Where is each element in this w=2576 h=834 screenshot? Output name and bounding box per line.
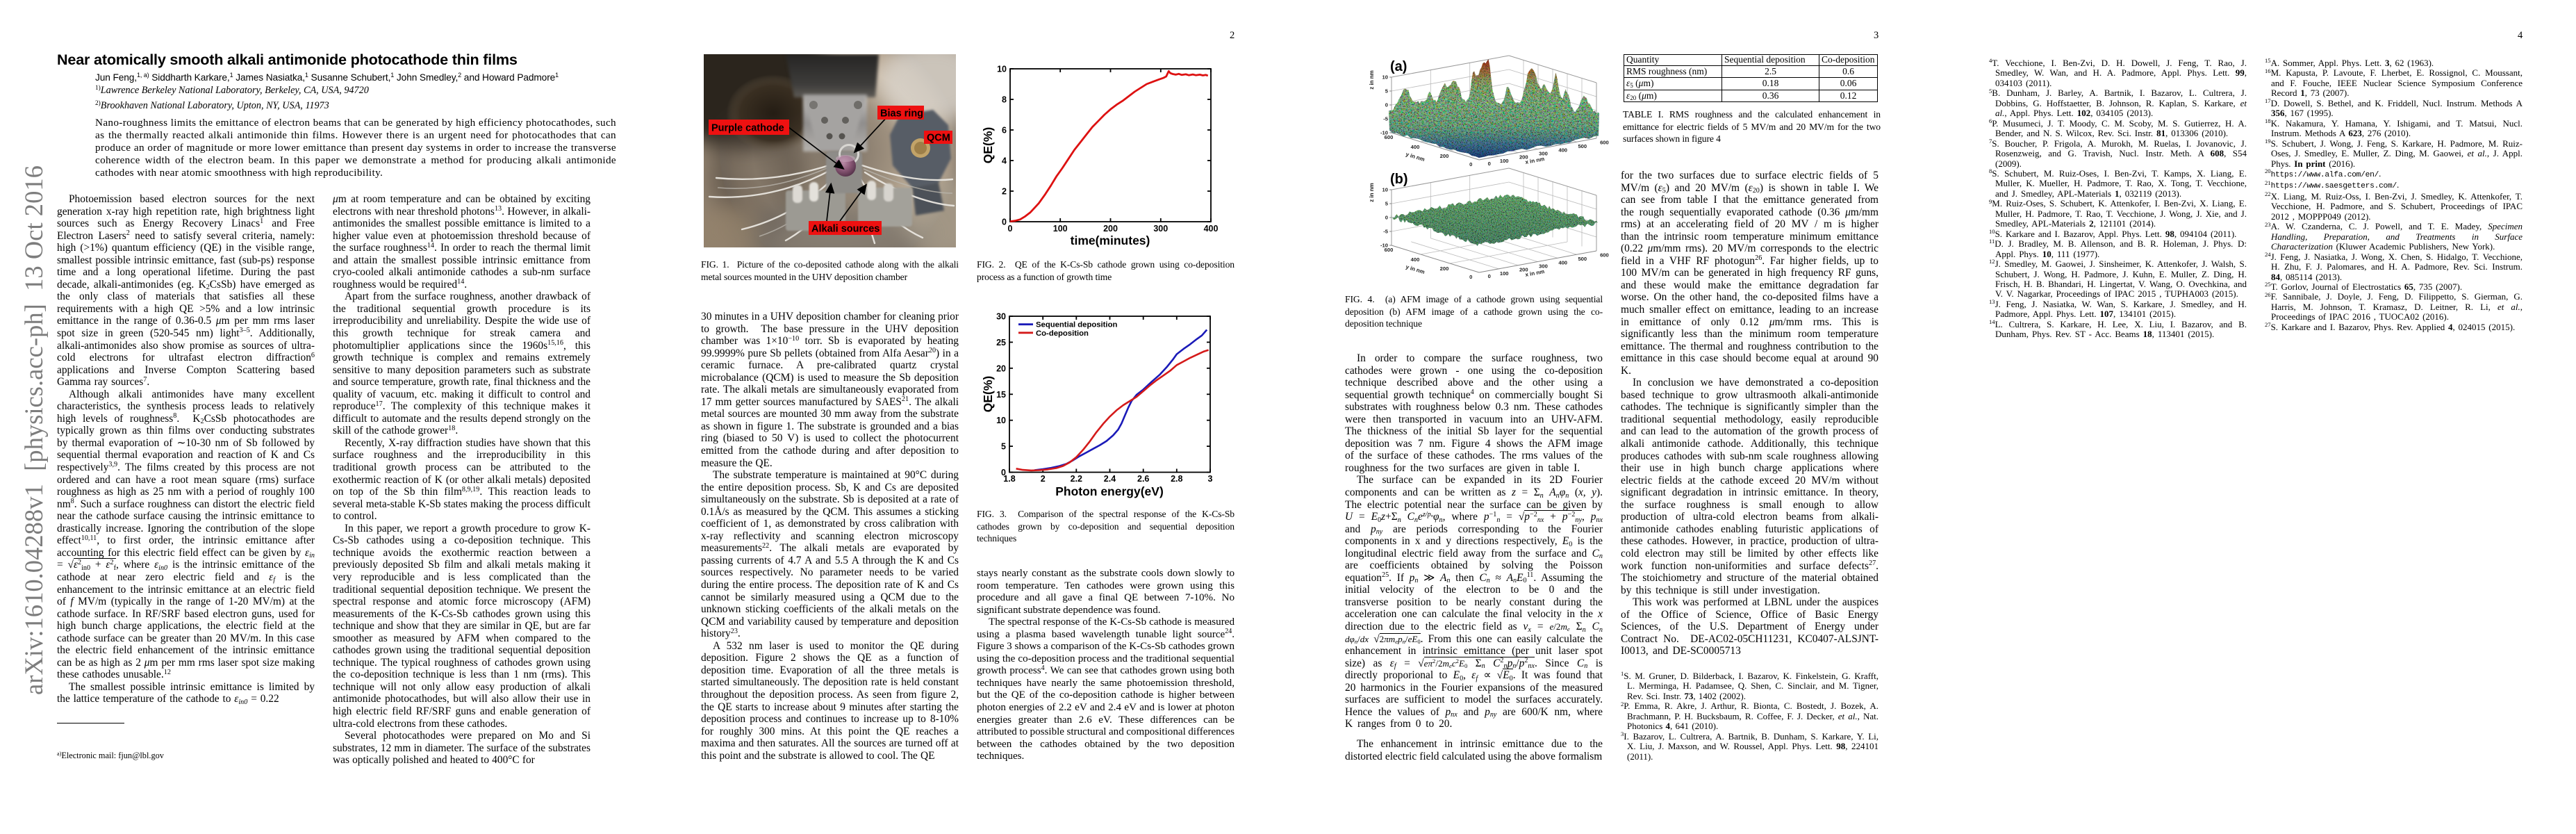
- svg-text:30: 30: [996, 312, 1006, 322]
- svg-text:0: 0: [1002, 218, 1007, 227]
- svg-text:-5: -5: [1383, 229, 1389, 235]
- svg-text:600: 600: [1600, 252, 1609, 258]
- svg-text:10: 10: [1382, 187, 1388, 193]
- svg-text:2: 2: [1041, 474, 1046, 484]
- svg-text:100: 100: [1053, 224, 1068, 234]
- svg-text:400: 400: [1558, 259, 1567, 265]
- svg-text:300: 300: [1539, 151, 1548, 157]
- svg-text:Photon energy(eV): Photon energy(eV): [1055, 484, 1164, 498]
- svg-text:0: 0: [1008, 224, 1013, 234]
- svg-text:500: 500: [1578, 143, 1587, 149]
- svg-text:0: 0: [1001, 468, 1006, 477]
- svg-text:5: 5: [1385, 201, 1389, 207]
- svg-text:8: 8: [1002, 95, 1007, 105]
- svg-text:Alkali sources: Alkali sources: [811, 224, 880, 235]
- svg-text:0: 0: [1488, 161, 1491, 167]
- svg-text:0: 0: [1488, 273, 1491, 279]
- svg-text:25: 25: [996, 338, 1006, 348]
- svg-text:400: 400: [1411, 144, 1420, 150]
- svg-text:400: 400: [1411, 256, 1420, 263]
- svg-text:-10: -10: [1380, 130, 1388, 136]
- svg-text:z in nm: z in nm: [1369, 183, 1375, 202]
- svg-text:600: 600: [1385, 247, 1394, 253]
- svg-text:200: 200: [1440, 265, 1449, 272]
- svg-text:y in nm: y in nm: [1405, 263, 1425, 275]
- svg-text:(a): (a): [1390, 59, 1407, 74]
- svg-text:20: 20: [996, 363, 1006, 373]
- svg-text:(b): (b): [1390, 172, 1408, 187]
- svg-text:-10: -10: [1380, 243, 1388, 249]
- svg-text:y in nm: y in nm: [1405, 151, 1425, 163]
- svg-text:1.8: 1.8: [1003, 474, 1015, 484]
- svg-text:400: 400: [1204, 224, 1219, 234]
- svg-text:6: 6: [1002, 126, 1007, 136]
- svg-text:time(minutes): time(minutes): [1071, 234, 1150, 247]
- svg-text:200: 200: [1519, 267, 1528, 273]
- svg-text:100: 100: [1500, 270, 1509, 277]
- svg-text:15: 15: [996, 390, 1006, 400]
- svg-text:5: 5: [1001, 442, 1006, 452]
- svg-text:QE(%): QE(%): [981, 127, 995, 164]
- svg-text:10: 10: [996, 416, 1006, 425]
- svg-text:-5: -5: [1383, 116, 1389, 122]
- svg-text:2.8: 2.8: [1171, 474, 1182, 484]
- svg-text:QE(%): QE(%): [981, 376, 995, 413]
- svg-text:0: 0: [1385, 102, 1388, 108]
- svg-text:200: 200: [1103, 224, 1118, 234]
- svg-text:Bias ring: Bias ring: [880, 108, 923, 120]
- svg-text:10: 10: [997, 65, 1007, 74]
- svg-text:3: 3: [1208, 474, 1213, 484]
- svg-text:2: 2: [1002, 187, 1007, 197]
- svg-text:600: 600: [1600, 139, 1609, 145]
- svg-text:100: 100: [1500, 158, 1509, 164]
- svg-text:400: 400: [1558, 147, 1567, 153]
- svg-text:0: 0: [1385, 215, 1388, 221]
- svg-text:500: 500: [1578, 256, 1587, 262]
- svg-text:200: 200: [1519, 154, 1528, 161]
- svg-text:10: 10: [1382, 74, 1388, 81]
- svg-text:Sequential deposition: Sequential deposition: [1036, 321, 1117, 329]
- svg-text:2.2: 2.2: [1071, 474, 1082, 484]
- svg-text:QCM: QCM: [927, 133, 950, 144]
- svg-text:0: 0: [1469, 161, 1472, 167]
- svg-text:z in nm: z in nm: [1369, 70, 1375, 90]
- svg-text:2.6: 2.6: [1137, 474, 1149, 484]
- svg-text:200: 200: [1440, 153, 1449, 159]
- svg-text:4: 4: [1002, 156, 1007, 166]
- svg-text:600: 600: [1385, 134, 1394, 140]
- svg-text:Purple cathode: Purple cathode: [711, 123, 784, 134]
- svg-text:300: 300: [1539, 263, 1548, 270]
- svg-text:Co-deposition: Co-deposition: [1036, 329, 1089, 338]
- svg-text:0: 0: [1469, 274, 1472, 280]
- svg-text:2.4: 2.4: [1104, 474, 1116, 484]
- svg-text:5: 5: [1385, 88, 1389, 95]
- svg-text:300: 300: [1153, 224, 1168, 234]
